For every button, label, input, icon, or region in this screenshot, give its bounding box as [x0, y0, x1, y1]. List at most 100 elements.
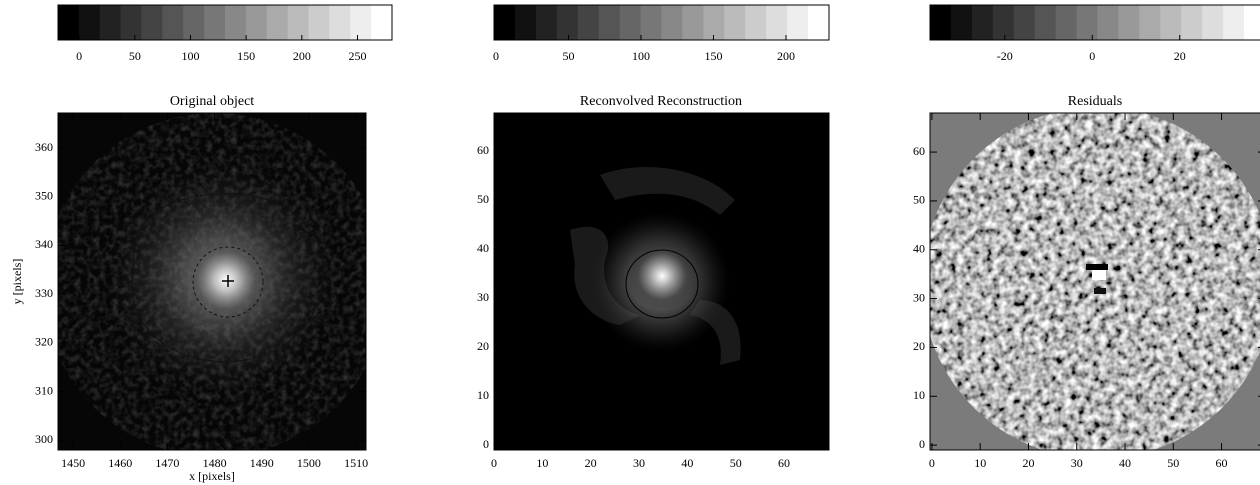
axes-frame: [929, 112, 1260, 451]
y-tick-label: 320: [35, 335, 53, 349]
x-tick-label: 60: [778, 456, 790, 470]
x-tick-label: 1510: [344, 456, 368, 470]
colorbar-tick-label: 20: [1174, 49, 1186, 63]
colorbar-step: [245, 5, 268, 40]
y-tick-label: 40: [913, 242, 925, 256]
y-tick-label: 310: [35, 383, 53, 397]
colorbar-step: [287, 5, 309, 40]
colorbar-step: [766, 5, 788, 40]
colorbar-step: [640, 5, 662, 40]
colorbar-step: [266, 5, 289, 40]
colorbar-step: [1118, 5, 1140, 40]
colorbar-tick-label: -20: [997, 49, 1013, 63]
colorbar-frame: [929, 4, 1260, 41]
colorbar-step: [1202, 5, 1224, 40]
colorbar-tick-label: 200: [777, 49, 795, 63]
colorbar-step: [1223, 5, 1245, 40]
colorbar-step: [1034, 5, 1057, 40]
colorbar-step: [371, 5, 393, 40]
colorbar-step: [930, 5, 952, 40]
colorbar-tick-label: 0: [76, 49, 82, 63]
y-tick-label: 60: [477, 143, 489, 157]
x-tick-label: 1470: [155, 456, 179, 470]
colorbar-tick-label: 100: [181, 49, 199, 63]
colorbar-tick-label: 150: [237, 49, 255, 63]
colorbar-step: [682, 5, 704, 40]
x-tick-label: 1490: [250, 456, 274, 470]
colorbar-step: [808, 5, 830, 40]
colorbar-frame: [493, 4, 830, 41]
colorbar-step: [514, 5, 537, 40]
x-tick-label: 1460: [108, 456, 132, 470]
colorbar-step: [1160, 5, 1182, 40]
colorbar-step: [99, 5, 122, 40]
y-tick-label: 10: [913, 388, 925, 402]
x-tick-label: 50: [1167, 456, 1179, 470]
colorbar-step: [950, 5, 973, 40]
colorbar-tick-label: 100: [632, 49, 650, 63]
x-tick-label: 10: [536, 456, 548, 470]
colorbar-step: [162, 5, 184, 40]
colorbar-tick-label: 50: [563, 49, 575, 63]
colorbar-tick-label: 250: [348, 49, 366, 63]
colorbar-step: [787, 5, 809, 40]
x-tick-label: 1500: [297, 456, 321, 470]
colorbar-step: [1076, 5, 1098, 40]
colorbar-step: [225, 5, 247, 40]
x-tick-label: 30: [1071, 456, 1083, 470]
y-tick-label: 30: [913, 290, 925, 304]
colorbar-step: [619, 5, 642, 40]
colorbar-tick-label: 50: [129, 49, 141, 63]
colorbar-step: [1097, 5, 1119, 40]
y-tick-label: 60: [913, 144, 925, 158]
colorbar-step: [204, 5, 226, 40]
x-tick-label: 50: [730, 456, 742, 470]
x-tick-label: 30: [633, 456, 645, 470]
colorbar-step: [1139, 5, 1161, 40]
y-tick-label: 0: [919, 437, 925, 451]
x-tick-label: 20: [1022, 456, 1034, 470]
x-tick-label: 0: [929, 456, 935, 470]
panel-title: Reconvolved Reconstruction: [580, 94, 742, 109]
colorbar-step: [308, 5, 330, 40]
x-tick-label: 40: [681, 456, 693, 470]
colorbar-tick-label: 150: [704, 49, 722, 63]
x-tick-label: 10: [974, 456, 986, 470]
colorbar-step: [141, 5, 163, 40]
colorbar-step: [577, 5, 600, 40]
colorbar-tick-label: 0: [1089, 49, 1095, 63]
colorbar-step: [120, 5, 142, 40]
colorbar-step: [350, 5, 372, 40]
image-reconstruction: [494, 113, 829, 450]
colorbar-step: [971, 5, 994, 40]
y-tick-label: 20: [477, 339, 489, 353]
y-tick-label: 50: [913, 193, 925, 207]
x-tick-label: 60: [1216, 456, 1228, 470]
y-tick-label: 50: [477, 192, 489, 206]
colorbar-step: [703, 5, 725, 40]
x-tick-label: 1450: [61, 456, 85, 470]
colorbar-step: [1244, 5, 1260, 40]
axes-frame: [493, 112, 830, 451]
x-tick-label: 1480: [203, 456, 227, 470]
y-tick-label: 360: [35, 140, 53, 154]
colorbar-step: [494, 5, 516, 40]
y-tick-label: 350: [35, 189, 53, 203]
colorbar-step: [745, 5, 767, 40]
y-axis-label: y [pixels]: [10, 259, 24, 305]
colorbar-step: [58, 5, 80, 40]
y-tick-label: 330: [35, 286, 53, 300]
y-tick-label: 0: [483, 437, 489, 451]
colorbar-step: [78, 5, 101, 40]
x-tick-label: 40: [1119, 456, 1131, 470]
axes-frame: [57, 112, 367, 451]
colorbar-step: [598, 5, 621, 40]
colorbar-tick-label: 200: [293, 49, 311, 63]
colorbar-step: [1055, 5, 1078, 40]
colorbar-step: [329, 5, 351, 40]
colorbar-tick-label: 0: [493, 49, 499, 63]
colorbar-step: [724, 5, 746, 40]
y-tick-label: 10: [477, 388, 489, 402]
